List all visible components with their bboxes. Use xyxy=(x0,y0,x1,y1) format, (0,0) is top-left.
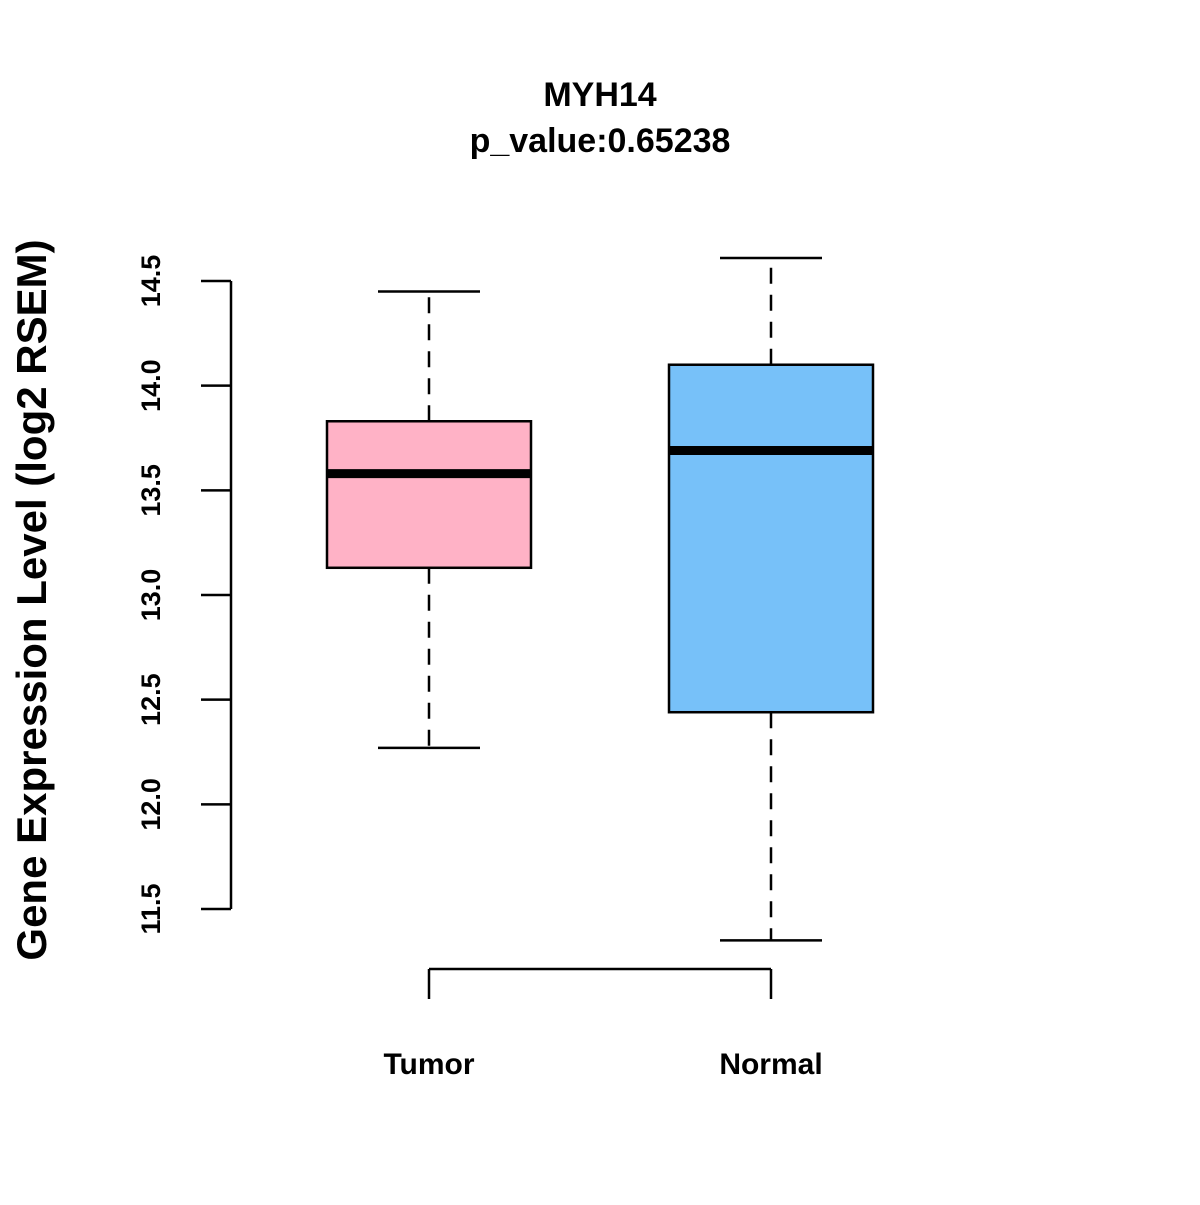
chart-title: MYH14 xyxy=(543,76,656,114)
box-normal xyxy=(667,256,875,942)
y-tick-label: 14.0 xyxy=(136,359,166,412)
x-tick-label: Normal xyxy=(719,1048,822,1081)
y-tick-label: 11.5 xyxy=(136,883,166,934)
y-tick-label: 13.0 xyxy=(136,569,166,622)
iqr-box xyxy=(667,363,875,714)
iqr-box xyxy=(325,420,533,570)
boxes xyxy=(325,256,875,942)
y-axis-label: Gene Expression Level (log2 RSEM) xyxy=(8,239,55,960)
y-tick-label: 14.5 xyxy=(136,255,166,308)
y-tick-label: 12.5 xyxy=(136,673,166,726)
x-axis: Tumor Normal xyxy=(383,967,823,1081)
chart-subtitle: p_value:0.65238 xyxy=(470,122,731,160)
y-tick-label: 12.0 xyxy=(136,778,166,831)
x-tick-label: Tumor xyxy=(383,1048,474,1081)
y-tick-label: 13.5 xyxy=(136,464,166,517)
box-tumor xyxy=(325,290,533,750)
y-axis: 11.5 12.0 12.5 13.0 13.5 14.0 14.5 xyxy=(136,255,233,935)
